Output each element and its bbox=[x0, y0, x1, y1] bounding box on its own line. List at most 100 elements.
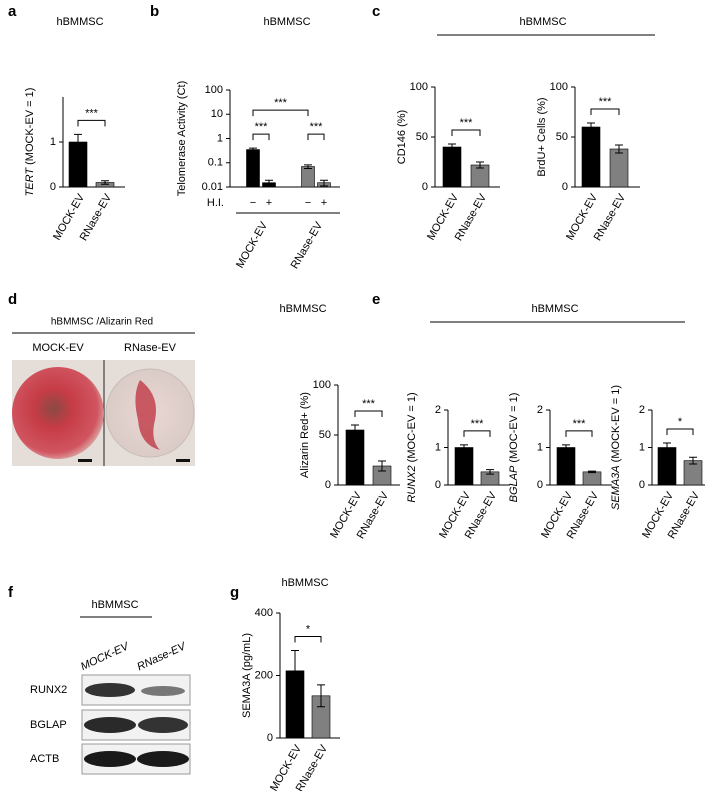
bar bbox=[609, 148, 629, 188]
error-bar bbox=[689, 456, 697, 465]
y-axis-label: CD146 (%) bbox=[396, 110, 408, 164]
significance-label: *** bbox=[573, 418, 587, 430]
bar bbox=[582, 471, 602, 486]
bar bbox=[442, 146, 462, 188]
error-bar bbox=[74, 133, 82, 151]
y-tick-label: 1 bbox=[639, 441, 645, 453]
bar bbox=[454, 447, 474, 486]
y-tick-label: 0 bbox=[537, 479, 543, 491]
chart-title: hBMMSC bbox=[263, 16, 310, 28]
y-label-text: CD146 (%) bbox=[396, 110, 408, 164]
panel-label: g bbox=[230, 584, 239, 601]
significance-label: * bbox=[678, 416, 683, 428]
panel-label: d bbox=[8, 291, 17, 308]
y-label-gene: BGLAP bbox=[508, 465, 520, 502]
y-axis-label: SEMA3A (MOCK-EV = 1) bbox=[610, 385, 622, 510]
scale-bar bbox=[78, 459, 92, 462]
significance-label: *** bbox=[599, 96, 613, 108]
panel-label: f bbox=[8, 584, 14, 601]
y-tick-label: 0 bbox=[325, 479, 331, 491]
error-bar bbox=[663, 442, 671, 453]
significance-bracket bbox=[77, 119, 106, 127]
y-label-gene: SEMA3A bbox=[610, 465, 622, 510]
image-label: RNase-EV bbox=[124, 342, 177, 354]
bar bbox=[246, 149, 260, 188]
significance-bracket bbox=[252, 133, 270, 141]
y-tick-label: 1 bbox=[50, 136, 56, 148]
y-label-gene: RUNX2 bbox=[406, 465, 418, 502]
significance-bracket bbox=[354, 410, 383, 417]
band bbox=[137, 751, 189, 767]
significance-bracket bbox=[463, 430, 491, 437]
error-bar bbox=[101, 180, 109, 185]
significance-label: *** bbox=[85, 107, 99, 119]
scale-bar bbox=[176, 459, 190, 462]
y-axis-label: TERT (MOCK-EV = 1) bbox=[24, 88, 36, 197]
panel-label: e bbox=[372, 291, 380, 308]
y-axis-label: Alizarin Red+ (%) bbox=[299, 392, 311, 478]
bar bbox=[345, 429, 365, 486]
bar bbox=[581, 126, 601, 188]
significance-bracket bbox=[252, 109, 309, 117]
significance-bracket bbox=[307, 133, 325, 141]
lane-label: MOCK-EV bbox=[79, 640, 132, 673]
y-tick-label: 0 bbox=[639, 479, 645, 491]
significance-label: *** bbox=[471, 418, 485, 430]
hi-sign: + bbox=[266, 197, 272, 209]
y-axis-label: RUNX2 (MOC-EV = 1) bbox=[406, 392, 418, 502]
group-title: hBMMSC bbox=[531, 303, 578, 315]
stain bbox=[135, 380, 160, 450]
significance-label: *** bbox=[274, 97, 288, 109]
band bbox=[84, 717, 136, 733]
y-tick-label: 1 bbox=[435, 441, 441, 453]
significance-label: *** bbox=[362, 398, 376, 410]
band bbox=[141, 686, 185, 696]
y-label-text: (MOCK-EV = 1) bbox=[24, 88, 36, 165]
y-tick-label: 1 bbox=[537, 441, 543, 453]
y-tick-label: 400 bbox=[255, 607, 273, 619]
hi-sign: + bbox=[321, 197, 327, 209]
error-bar bbox=[304, 164, 312, 169]
chart-title: hBMMSC bbox=[281, 577, 328, 589]
error-bar bbox=[249, 147, 257, 152]
band bbox=[85, 683, 135, 697]
error-bar bbox=[351, 424, 359, 436]
y-tick-label: 100 bbox=[313, 379, 331, 391]
error-bar bbox=[486, 469, 494, 475]
y-tick-label: 200 bbox=[255, 669, 273, 681]
error-bar bbox=[265, 179, 273, 187]
significance-label: *** bbox=[310, 121, 324, 133]
band bbox=[84, 751, 136, 767]
y-tick-label: 50 bbox=[416, 131, 428, 143]
y-label-text: Alizarin Red+ (%) bbox=[299, 392, 311, 478]
panel-label: b bbox=[150, 3, 159, 20]
error-bar bbox=[587, 122, 595, 132]
error-bar bbox=[291, 650, 299, 692]
error-bar bbox=[448, 143, 456, 151]
blot-title: hBMMSC bbox=[91, 599, 138, 611]
y-tick-label: 50 bbox=[319, 429, 331, 441]
y-tick-label: 10 bbox=[211, 108, 223, 120]
y-tick-label: 50 bbox=[556, 131, 568, 143]
panel-label: c bbox=[372, 3, 380, 20]
error-bar bbox=[562, 444, 570, 451]
chart-title: hBMMSC bbox=[279, 303, 326, 315]
y-label-text: Telomerase Activity (Ct) bbox=[176, 81, 188, 197]
panel-label: a bbox=[8, 3, 17, 20]
bar bbox=[301, 166, 315, 188]
y-tick-label: 2 bbox=[435, 404, 441, 416]
petri-dish bbox=[12, 367, 104, 459]
significance-bracket bbox=[451, 129, 481, 136]
hi-sign: − bbox=[250, 197, 256, 209]
y-axis-label: SEMA3A (pg/mL) bbox=[241, 633, 253, 718]
y-tick-label: 0 bbox=[435, 479, 441, 491]
significance-label: *** bbox=[460, 117, 474, 129]
y-label-text: (MOCK-EV = 1) bbox=[610, 385, 622, 462]
blot-row-label: RUNX2 bbox=[30, 684, 67, 696]
hi-sign: − bbox=[305, 197, 311, 209]
y-label-text: SEMA3A (pg/mL) bbox=[241, 633, 253, 718]
y-tick-label: 0 bbox=[422, 181, 428, 193]
lane-label: RNase-EV bbox=[135, 640, 189, 674]
